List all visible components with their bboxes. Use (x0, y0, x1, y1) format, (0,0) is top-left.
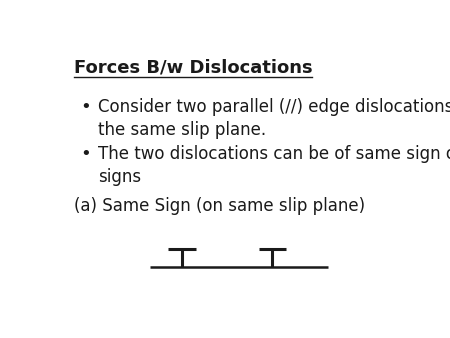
Text: •: • (81, 145, 91, 163)
Text: Forces B/w Dislocations: Forces B/w Dislocations (74, 59, 312, 77)
Text: •: • (81, 98, 91, 116)
Text: Consider two parallel (//) edge dislocations lying in
the same slip plane.: Consider two parallel (//) edge dislocat… (98, 98, 450, 139)
Text: The two dislocations can be of same sign or different
signs: The two dislocations can be of same sign… (98, 145, 450, 186)
Text: (a) Same Sign (on same slip plane): (a) Same Sign (on same slip plane) (74, 197, 365, 215)
